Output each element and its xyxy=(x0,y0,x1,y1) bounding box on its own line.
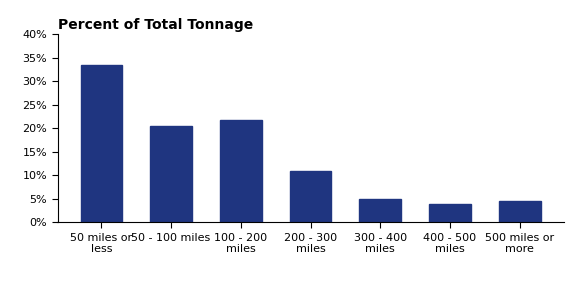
Bar xyxy=(290,170,331,222)
Bar xyxy=(359,199,401,222)
Text: Percent of Total Tonnage: Percent of Total Tonnage xyxy=(58,18,253,32)
Bar xyxy=(499,201,540,222)
Bar xyxy=(220,120,262,222)
Bar xyxy=(150,126,192,222)
Bar xyxy=(81,65,122,222)
Bar xyxy=(429,204,471,222)
